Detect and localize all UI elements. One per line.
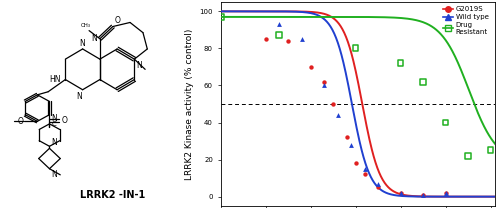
Text: N: N: [52, 170, 58, 179]
Text: O: O: [115, 16, 121, 25]
Point: [419, 193, 427, 197]
Point: [352, 47, 360, 50]
Point: [419, 80, 427, 83]
Point: [334, 113, 342, 117]
Point: [352, 162, 360, 165]
Point: [396, 191, 404, 195]
Point: [464, 154, 472, 157]
Point: [374, 182, 382, 185]
Point: [284, 39, 292, 43]
Point: [320, 84, 328, 87]
Legend: G2019S, Wild type, Drug
Resistant: G2019S, Wild type, Drug Resistant: [440, 4, 492, 37]
Text: N: N: [52, 114, 58, 123]
Y-axis label: LRRK2 Kinase activity (% control): LRRK2 Kinase activity (% control): [185, 28, 194, 180]
Text: LRRK2 -IN-1: LRRK2 -IN-1: [80, 190, 146, 200]
Point: [216, 15, 224, 19]
Text: O: O: [62, 116, 67, 125]
Point: [275, 23, 283, 26]
Point: [342, 136, 350, 139]
Text: N: N: [91, 34, 96, 43]
Point: [360, 173, 368, 176]
Text: N: N: [52, 138, 58, 147]
Point: [320, 80, 328, 83]
Point: [360, 167, 368, 171]
Point: [262, 37, 270, 41]
Text: O: O: [18, 117, 24, 126]
Point: [396, 62, 404, 65]
Point: [374, 186, 382, 189]
Text: N: N: [80, 39, 86, 48]
Text: C: C: [52, 121, 57, 127]
Point: [442, 191, 450, 195]
Point: [486, 149, 494, 152]
Point: [396, 191, 404, 195]
Text: CH₃: CH₃: [81, 22, 91, 27]
Point: [329, 102, 337, 106]
Point: [306, 65, 314, 69]
Point: [442, 121, 450, 124]
Point: [347, 143, 355, 146]
Point: [298, 37, 306, 41]
Point: [275, 34, 283, 37]
Point: [442, 191, 450, 195]
Text: N: N: [136, 61, 142, 70]
Text: N: N: [76, 92, 82, 101]
Text: HN: HN: [50, 75, 61, 84]
Point: [419, 193, 427, 197]
